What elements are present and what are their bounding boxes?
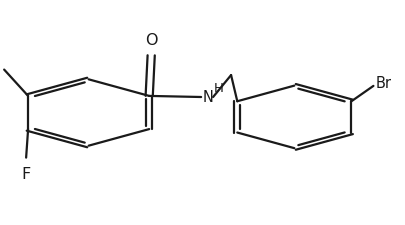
Text: N: N (203, 90, 214, 104)
Text: Br: Br (375, 76, 391, 91)
Text: O: O (145, 33, 158, 48)
Text: F: F (21, 167, 31, 182)
Text: H: H (214, 82, 224, 95)
